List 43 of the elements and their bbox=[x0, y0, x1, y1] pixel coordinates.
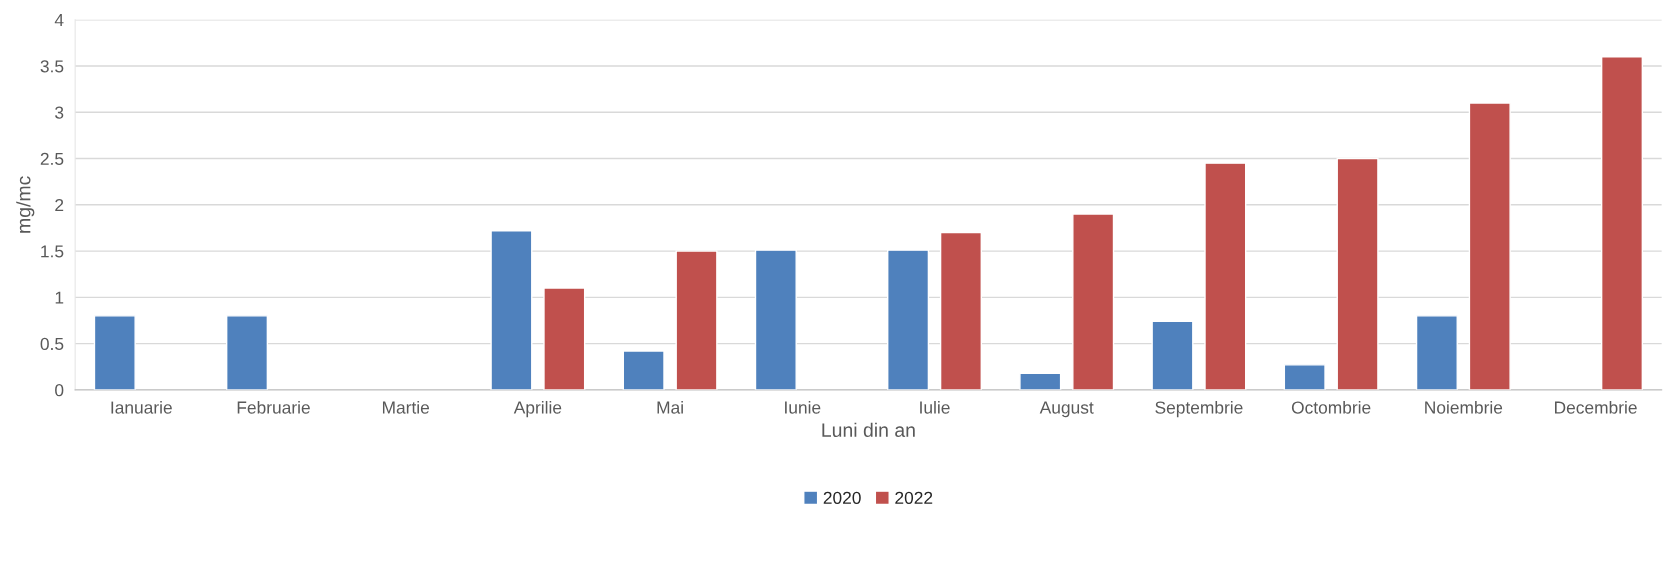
x-tick-label: Februarie bbox=[237, 400, 310, 414]
x-tick-label: Octombrie bbox=[1291, 400, 1371, 414]
y-tick-label: 4 bbox=[54, 14, 64, 27]
x-tick-label: Mai bbox=[657, 400, 683, 414]
bar bbox=[225, 315, 269, 390]
y-tick-label: 0 bbox=[55, 384, 64, 397]
legend-label: 2020 bbox=[823, 491, 861, 505]
y-tick-label: 3.5 bbox=[40, 60, 64, 73]
x-tick-label: Decembrie bbox=[1555, 400, 1637, 414]
bar bbox=[754, 249, 797, 390]
x-tick-label: Iulie bbox=[920, 400, 950, 414]
bar bbox=[675, 250, 718, 390]
bar bbox=[939, 231, 982, 390]
x-tick-label: Aprilie bbox=[513, 400, 562, 418]
x-axis-title: Luni din an bbox=[822, 422, 915, 437]
y-tick-label: 0.5 bbox=[40, 337, 64, 351]
bar bbox=[1204, 162, 1247, 390]
bar bbox=[1072, 213, 1115, 390]
y-axis-title: mg/mc bbox=[16, 176, 35, 233]
bar bbox=[887, 249, 930, 390]
x-tick-label: Ianuarie bbox=[111, 400, 172, 414]
bar bbox=[1468, 102, 1511, 390]
y-tick-label: 1.5 bbox=[41, 245, 64, 258]
y-tick-label: 3 bbox=[55, 106, 64, 119]
bar bbox=[1019, 372, 1062, 390]
x-tick-label: Iunie bbox=[785, 400, 821, 414]
bar bbox=[1600, 56, 1644, 390]
bar bbox=[543, 287, 586, 390]
bar bbox=[1283, 364, 1326, 390]
x-tick-label: Martie bbox=[382, 400, 430, 414]
legend-label: 2022 bbox=[895, 491, 933, 505]
y-tick-label: 1 bbox=[55, 291, 64, 304]
x-tick-label: August bbox=[1039, 401, 1094, 418]
bar bbox=[1336, 157, 1379, 390]
x-tick-label: Noiembrie bbox=[1425, 400, 1503, 414]
bar bbox=[93, 315, 136, 390]
bar bbox=[1415, 315, 1458, 390]
y-tick-label: 2 bbox=[55, 198, 64, 212]
bar bbox=[1151, 320, 1194, 390]
x-tick-label: Septembrie bbox=[1155, 400, 1243, 418]
y-tick-label: 2.5 bbox=[40, 152, 64, 166]
bar bbox=[622, 350, 665, 390]
bar bbox=[490, 230, 533, 390]
